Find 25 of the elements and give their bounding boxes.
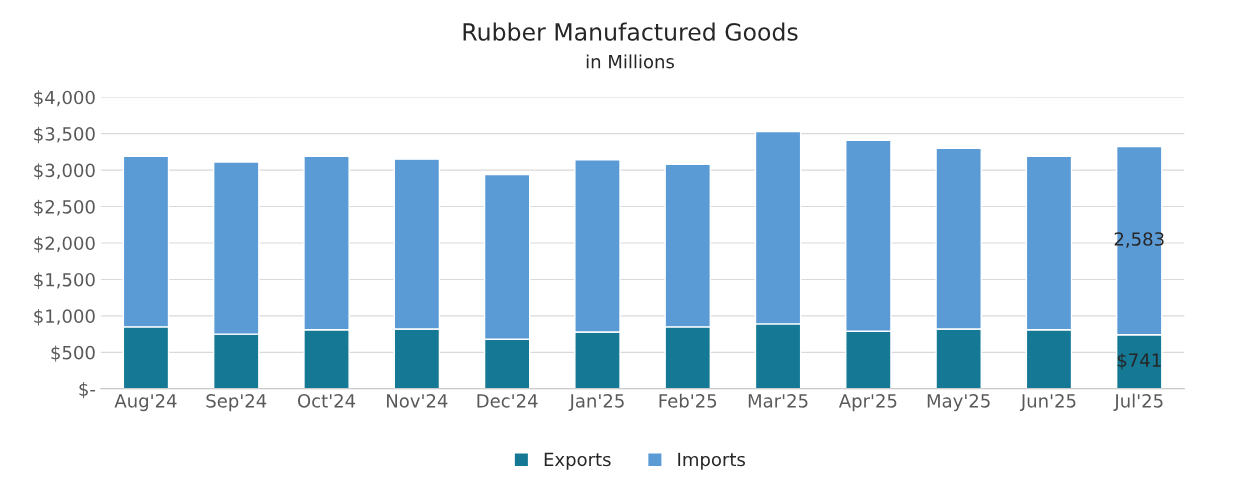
x-tick-label: Aug'24	[114, 393, 177, 412]
y-tick-label: $3,000	[34, 163, 95, 180]
x-tick-label: Jun'25	[1019, 393, 1076, 411]
legend-label: Imports	[678, 452, 745, 470]
chart-title: Rubber Manufactured Goods	[463, 22, 798, 41]
x-tick-label: Jan'25	[568, 393, 624, 411]
y-tick-label: $-	[79, 381, 96, 399]
x-tick-label: Oct'24	[297, 393, 356, 408]
x-tick-label: Feb'25	[659, 393, 717, 408]
x-tick-label: Jul'25	[1113, 393, 1163, 411]
x-tick-label: Mar'25	[748, 393, 808, 408]
x-tick-label: Sep'24	[206, 393, 267, 412]
y-tick-label: $3,500	[34, 126, 95, 144]
x-tick-label: Dec'24	[477, 393, 538, 408]
y-tick-label: $4,000	[34, 90, 95, 107]
y-tick-label: $500	[51, 345, 95, 362]
y-tick-label: $1,000	[34, 309, 95, 326]
y-tick-label: $2,500	[34, 199, 95, 217]
x-tick-label: May'25	[927, 393, 990, 412]
legend-label: Exports	[544, 452, 611, 470]
y-tick-label: $1,500	[34, 272, 95, 289]
x-tick-label: Apr'25	[838, 393, 897, 412]
x-tick-label: Nov'24	[387, 393, 448, 408]
y-tick-label: $2,000	[34, 236, 95, 253]
chart-subtitle: in Millions	[586, 54, 674, 69]
